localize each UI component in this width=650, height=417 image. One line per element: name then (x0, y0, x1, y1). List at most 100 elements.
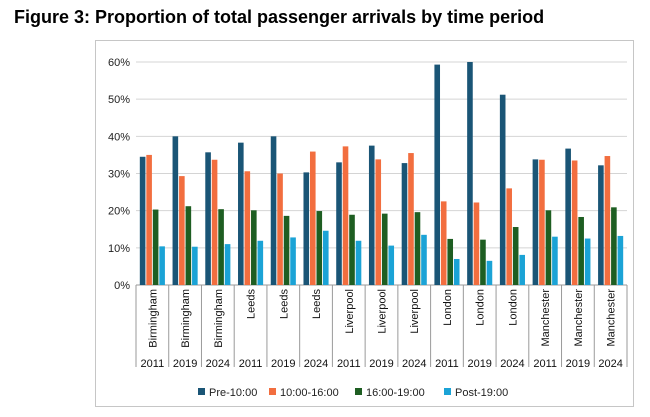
x-category-label: Liverpool (344, 289, 356, 334)
y-tick-label: 50% (108, 94, 130, 106)
bar (224, 244, 231, 285)
bar (139, 156, 146, 285)
y-tick-label: 20% (108, 206, 130, 218)
bar (408, 153, 414, 285)
bar (244, 171, 251, 285)
y-tick-label: 40% (108, 131, 130, 143)
bar (453, 258, 460, 285)
bar (598, 165, 604, 285)
bar (617, 235, 624, 285)
x-year-label: 2011 (435, 358, 459, 370)
bar (349, 214, 355, 285)
bar (368, 145, 375, 285)
bar (578, 216, 584, 285)
x-category-label: London (475, 289, 487, 326)
x-year-label: 2024 (598, 358, 622, 370)
bar (211, 159, 218, 285)
bar (172, 136, 179, 285)
x-year-label: 2024 (304, 358, 328, 370)
bar (467, 62, 473, 285)
x-category-label: Birmingham (147, 289, 159, 348)
bar (421, 234, 427, 285)
bar (414, 212, 421, 285)
x-year-label: 2024 (206, 358, 230, 370)
x-category-label: Liverpool (377, 289, 389, 334)
x-year-label: 2019 (467, 358, 491, 370)
bar (486, 260, 493, 285)
bar (604, 156, 611, 285)
x-year-label: 2019 (369, 358, 393, 370)
bar (611, 207, 617, 285)
bar (290, 237, 296, 285)
x-category-label: Leeds (246, 289, 258, 319)
x-category-label: Manchester (573, 289, 585, 347)
bar (565, 148, 571, 285)
bar (506, 188, 512, 285)
bar (257, 240, 264, 285)
bar (571, 160, 578, 285)
bar (519, 254, 525, 285)
x-year-label: 2011 (239, 358, 263, 370)
bar (539, 159, 545, 285)
bar (388, 245, 395, 285)
x-category-label: London (442, 289, 454, 326)
x-category-label: Manchester (606, 289, 618, 347)
legend-label: Pre-10:00 (209, 387, 257, 399)
x-year-label: 2019 (173, 358, 197, 370)
x-year-label: 2024 (402, 358, 426, 370)
x-category-label: Liverpool (409, 289, 421, 334)
bar (316, 211, 323, 285)
legend-swatch (444, 388, 451, 395)
bar (447, 238, 454, 285)
bar (303, 172, 310, 285)
legend-label: 16:00-19:00 (366, 387, 425, 399)
bar (512, 227, 519, 285)
legend-swatch (355, 388, 362, 395)
bar (251, 210, 257, 285)
bar (218, 209, 224, 285)
bar (375, 159, 382, 285)
x-year-label: 2019 (566, 358, 590, 370)
figure-title: Figure 3: Proportion of total passenger … (14, 7, 545, 27)
bar (480, 239, 486, 285)
bar (381, 213, 388, 285)
x-category-label: Leeds (311, 289, 323, 319)
bar (159, 246, 165, 285)
bar (185, 206, 192, 285)
legend-swatch (269, 388, 276, 395)
bar (584, 238, 591, 285)
x-year-label: 2011 (533, 358, 557, 370)
y-tick-label: 10% (108, 243, 130, 255)
bar (152, 209, 159, 285)
y-tick-label: 60% (108, 57, 130, 69)
bar (283, 215, 290, 285)
bar (192, 246, 198, 285)
bar (277, 173, 283, 285)
legend-swatch (198, 388, 205, 395)
x-year-label: 2019 (271, 358, 295, 370)
bar (342, 146, 349, 285)
bar (146, 154, 152, 285)
y-tick-label: 0% (114, 280, 130, 292)
x-category-label: London (507, 289, 519, 326)
bar (552, 236, 558, 285)
y-tick-label: 30% (108, 169, 130, 181)
bar (322, 230, 329, 285)
bar (270, 136, 277, 285)
x-category-label: Leeds (278, 289, 290, 319)
bar (473, 202, 480, 285)
x-year-label: 2011 (141, 358, 165, 370)
x-category-label: Manchester (540, 289, 552, 347)
x-year-label: 2024 (500, 358, 524, 370)
legend-label: 10:00-16:00 (280, 387, 339, 399)
bar (355, 240, 362, 285)
bar (179, 176, 185, 285)
bar (205, 152, 211, 285)
bar (499, 94, 506, 285)
bar (532, 159, 539, 285)
bar (401, 163, 408, 285)
bar (336, 162, 342, 285)
x-category-label: Birmingham (213, 289, 225, 348)
bar (238, 142, 244, 285)
